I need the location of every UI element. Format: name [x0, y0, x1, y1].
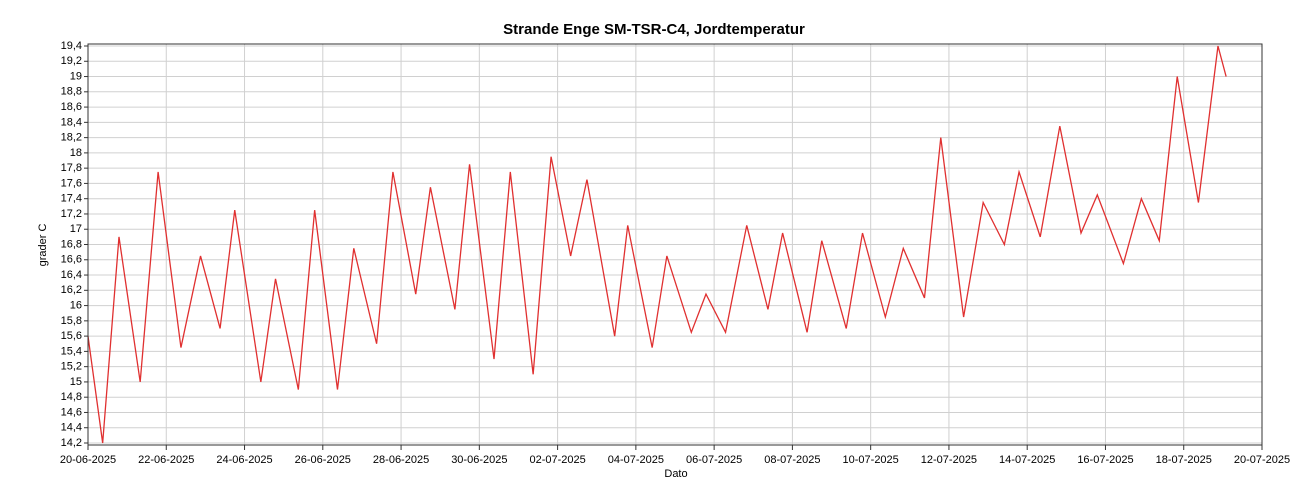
x-tick-label: 06-07-2025	[686, 454, 742, 466]
x-tick-label: 20-07-2025	[1234, 454, 1290, 466]
x-tick-label: 04-07-2025	[608, 454, 664, 466]
x-tick-label: 08-07-2025	[764, 454, 820, 466]
y-tick-label: 17	[70, 223, 82, 235]
x-axis-label: Dato	[664, 468, 687, 480]
y-tick-label: 18,6	[61, 101, 82, 113]
x-tick-label: 28-06-2025	[373, 454, 429, 466]
y-tick-label: 16,8	[61, 238, 82, 250]
y-tick-label: 15,4	[61, 345, 82, 357]
x-tick-label: 26-06-2025	[295, 454, 351, 466]
x-tick-label: 10-07-2025	[843, 454, 899, 466]
x-tick-label: 18-07-2025	[1156, 454, 1212, 466]
y-tick-label: 15,6	[61, 330, 82, 342]
y-tick-label: 19,4	[61, 40, 82, 52]
y-tick-label: 18,4	[61, 116, 82, 128]
plot	[87, 45, 1227, 444]
y-tick-label: 14,4	[61, 422, 82, 434]
x-tick-label: 02-07-2025	[529, 454, 585, 466]
grid	[87, 44, 1263, 445]
y-tick-label: 18,8	[61, 86, 82, 98]
y-tick-label: 19	[70, 70, 82, 82]
y-tick-label: 17,4	[61, 193, 82, 205]
x-tick-label: 20-06-2025	[60, 454, 116, 466]
y-tick-label: 14,6	[61, 406, 82, 418]
y-tick-label: 16,2	[61, 284, 82, 296]
y-tick-label: 19,2	[61, 55, 82, 67]
y-tick-label: 16	[70, 299, 82, 311]
y-axis-label: grader C	[37, 224, 49, 267]
y-tick-label: 16,4	[61, 269, 82, 281]
x-tick-label: 14-07-2025	[999, 454, 1055, 466]
y-tick-label: 15,2	[61, 361, 82, 373]
y-tick-label: 15	[70, 376, 82, 388]
y-tick-label: 17,2	[61, 208, 82, 220]
y-tick-label: 16,6	[61, 254, 82, 266]
y-tick-label: 18	[70, 147, 82, 159]
x-tick-label: 30-06-2025	[451, 454, 507, 466]
y-tick-label: 14,8	[61, 391, 82, 403]
x-tick-label: 12-07-2025	[921, 454, 977, 466]
y-tick-label: 17,6	[61, 177, 82, 189]
x-tick-label: 24-06-2025	[216, 454, 272, 466]
y-tick-label: 15,8	[61, 315, 82, 327]
data-line	[87, 45, 1227, 444]
chart-title: Strande Enge SM-TSR-C4, Jordtemperatur	[503, 21, 805, 38]
y-tick-label: 14,2	[61, 437, 82, 449]
x-tick-label: 16-07-2025	[1077, 454, 1133, 466]
y-tick-label: 18,2	[61, 132, 82, 144]
x-tick-label: 22-06-2025	[138, 454, 194, 466]
y-tick-label: 17,8	[61, 162, 82, 174]
